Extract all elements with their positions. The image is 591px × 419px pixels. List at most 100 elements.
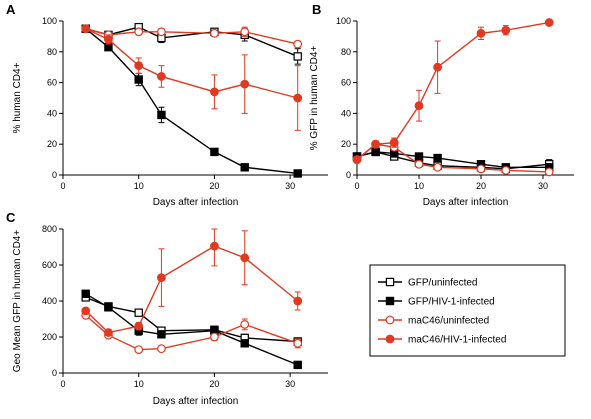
series-gfp-uninfected [81, 293, 302, 346]
data-point [240, 339, 249, 348]
data-point [104, 42, 113, 52]
series-line [85, 28, 298, 99]
x-tick-label: 0 [60, 379, 65, 389]
y-tick-label: 800 [42, 224, 57, 234]
data-point [414, 101, 424, 111]
x-tick-label: 20 [209, 379, 219, 389]
data-point [501, 165, 511, 175]
legend-box [369, 264, 566, 357]
panel-c: C 0 200 400 600 800 0 10 20 30 Days after infectio… [6, 210, 328, 407]
data-point [240, 79, 250, 89]
data-point [544, 18, 554, 27]
data-point [81, 24, 91, 34]
legend-label: GFP/uninfected [408, 278, 477, 289]
series-gfp-hiv-1-infected [81, 289, 302, 370]
data-point [81, 306, 91, 316]
panel-b: B 0 20 40 60 80 100 0 10 20 30 Days after infection… [309, 2, 574, 208]
data-point [433, 162, 443, 172]
data-point [157, 330, 166, 339]
data-point [157, 273, 166, 283]
data-point [134, 61, 144, 71]
data-point [240, 27, 250, 37]
x-tick-label: 30 [285, 379, 295, 389]
x-tick-label: 20 [476, 181, 486, 191]
series-line [85, 296, 298, 343]
series-line [85, 293, 298, 366]
series-line [85, 28, 298, 45]
series-mac46-uninfected [352, 139, 554, 177]
data-point [210, 147, 219, 157]
data-point [352, 155, 362, 165]
y-tick-label: 400 [42, 296, 57, 306]
y-tick-label: 100 [336, 16, 351, 26]
legend-marker [385, 277, 395, 287]
data-point [371, 139, 381, 149]
legend-label: maC46/uninfected [408, 316, 489, 327]
y-tick-label: 20 [341, 139, 351, 149]
data-point [433, 62, 443, 72]
series-gfp-uninfected [81, 22, 302, 65]
data-point [134, 345, 144, 355]
data-point [544, 167, 554, 177]
series-mac46-hiv-1-infected [81, 228, 303, 337]
panel-label: B [312, 2, 321, 17]
y-tick-label: 80 [47, 47, 57, 57]
data-point [210, 241, 219, 251]
x-axis-label: Days after infection [153, 197, 239, 208]
x-axis-label: Days after infection [153, 396, 239, 407]
data-point [433, 153, 442, 163]
y-tick-label: 60 [341, 78, 351, 88]
legend: GFP/uninfected GFP/HIV-1-infected maC46/un… [369, 264, 566, 357]
x-tick-label: 10 [134, 181, 144, 191]
x-axis-label: Days after infection [423, 197, 509, 208]
data-point [293, 169, 302, 178]
legend-item: maC46/HIV-1-infected [378, 335, 506, 346]
x-tick-label: 30 [285, 181, 295, 191]
panel-a: A 0 20 40 60 80 100 0 10 20 30 Days after infection… [6, 2, 328, 208]
data-point [104, 328, 113, 337]
panel-label: C [6, 210, 16, 225]
x-tick-label: 10 [134, 379, 144, 389]
y-tick-label: 60 [47, 78, 57, 88]
data-point [134, 75, 143, 84]
series-mac46-hiv-1-infected [352, 18, 554, 165]
panel-label: A [6, 2, 16, 17]
legend-marker [385, 296, 395, 306]
series-mac46-hiv-1-infected [81, 24, 303, 131]
data-point [157, 27, 166, 37]
y-tick-label: 40 [341, 108, 351, 118]
data-point [414, 159, 424, 169]
y-tick-label: 0 [52, 170, 57, 180]
legend-marker [385, 315, 395, 325]
data-point [371, 147, 380, 157]
y-tick-label: 600 [42, 260, 57, 270]
data-point [293, 296, 303, 306]
x-tick-label: 0 [354, 181, 359, 191]
legend-label: GFP/HIV-1-infected [408, 297, 495, 308]
data-point [210, 332, 219, 342]
data-point [81, 289, 90, 299]
data-point [157, 72, 166, 81]
legend-item: maC46/uninfected [378, 316, 489, 327]
x-tick-label: 10 [414, 181, 424, 191]
x-tick-label: 30 [538, 181, 548, 191]
y-tick-label: 100 [42, 16, 57, 26]
y-axis-label: % GFP in human CD4+ [309, 46, 320, 151]
data-point [293, 338, 303, 348]
y-tick-label: 200 [42, 332, 57, 342]
data-point [476, 28, 486, 38]
y-axis-label: % human CD4+ [12, 62, 23, 133]
legend-marker [385, 334, 395, 344]
data-point [104, 35, 113, 44]
legend-label: maC46/HIV-1-infected [408, 335, 506, 346]
y-tick-label: 80 [341, 47, 351, 57]
data-point [134, 308, 143, 317]
series-line [85, 245, 299, 334]
data-point [157, 344, 166, 354]
series-line [356, 21, 550, 161]
data-point [389, 138, 399, 148]
data-point [476, 164, 486, 174]
data-point [293, 360, 302, 370]
y-tick-label: 0 [346, 170, 351, 180]
series-line [85, 28, 298, 175]
